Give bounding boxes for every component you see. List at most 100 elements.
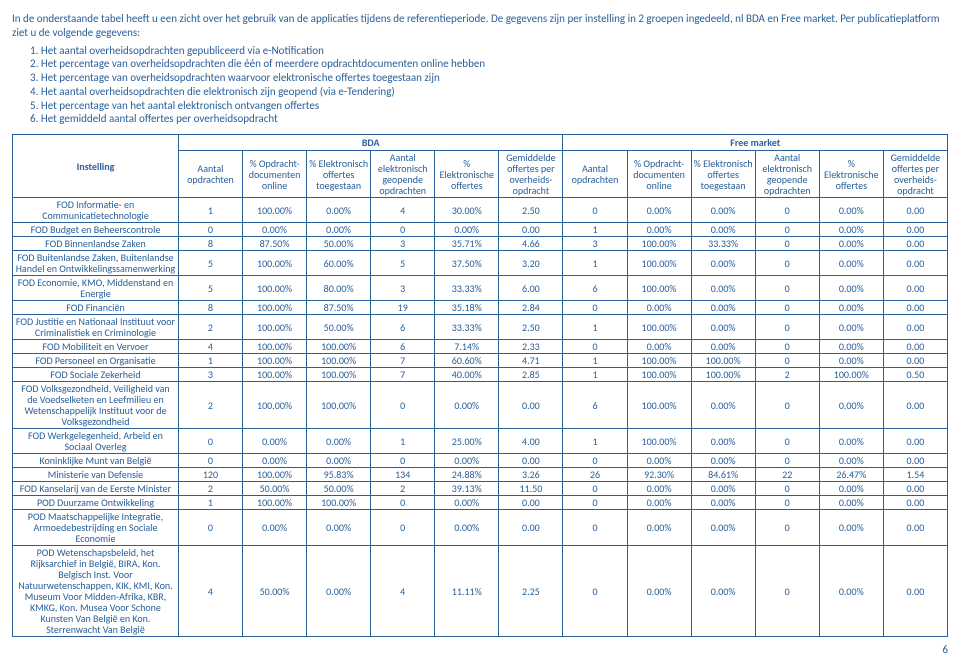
cell-value: 100.00% — [627, 368, 691, 382]
cell-value: 2 — [178, 482, 242, 496]
cell-value: 0.00 — [883, 510, 947, 546]
table-row: FOD Volksgezondheid, Veiligheid van de V… — [13, 382, 948, 429]
cell-value: 100.00% — [627, 251, 691, 276]
table-row: POD Maatschappelijke Integratie, Armoede… — [13, 510, 948, 546]
cell-instelling: Ministerie van Defensie — [13, 468, 179, 482]
cell-value: 33.33% — [435, 315, 499, 340]
cell-value: 50.00% — [307, 315, 371, 340]
cell-value: 2.33 — [499, 340, 563, 354]
cell-value: 0 — [178, 429, 242, 454]
metrics-list-item: 3. Het percentage van overheidsopdrachte… — [30, 71, 948, 85]
cell-value: 0.00% — [819, 454, 883, 468]
cell-value: 5 — [371, 251, 435, 276]
cell-value: 0.00 — [883, 223, 947, 237]
column-header: % Elektronisch offertes toegestaan — [691, 151, 755, 198]
cell-value: 0.00 — [499, 454, 563, 468]
table-row: POD Duurzame Ontwikkeling1100.00%100.00%… — [13, 496, 948, 510]
cell-value: 84.61% — [691, 468, 755, 482]
cell-instelling: POD Wetenschapsbeleid, het Rijksarchief … — [13, 546, 179, 637]
cell-value: 0.00% — [691, 301, 755, 315]
cell-value: 0.00% — [435, 223, 499, 237]
cell-value: 100.00% — [243, 198, 307, 223]
cell-value: 80.00% — [307, 276, 371, 301]
cell-value: 2 — [178, 382, 242, 429]
cell-instelling: FOD Personeel en Organisatie — [13, 354, 179, 368]
cell-value: 0.00% — [819, 546, 883, 637]
cell-instelling: FOD Kanselarij van de Eerste Minister — [13, 482, 179, 496]
cell-value: 33.33% — [691, 237, 755, 251]
cell-value: 100.00% — [243, 276, 307, 301]
cell-value: 120 — [178, 468, 242, 482]
cell-value: 2.25 — [499, 546, 563, 637]
cell-value: 1 — [178, 354, 242, 368]
cell-value: 4.66 — [499, 237, 563, 251]
cell-value: 0.00 — [883, 482, 947, 496]
cell-value: 50.00% — [307, 237, 371, 251]
column-header: % Opdracht-documenten online — [243, 151, 307, 198]
table-row: FOD Buitenlandse Zaken, Buitenlandse Han… — [13, 251, 948, 276]
header-free: Free market — [563, 135, 948, 151]
cell-value: 1 — [563, 429, 627, 454]
cell-value: 0 — [563, 198, 627, 223]
cell-value: 100.00% — [307, 496, 371, 510]
cell-value: 4 — [371, 546, 435, 637]
header-bda: BDA — [178, 135, 563, 151]
cell-value: 0.00% — [691, 482, 755, 496]
cell-value: 19 — [371, 301, 435, 315]
cell-value: 0.00% — [819, 301, 883, 315]
cell-value: 3 — [371, 237, 435, 251]
table-row: FOD Binnenlandse Zaken887.50%50.00%335.7… — [13, 237, 948, 251]
cell-value: 2.84 — [499, 301, 563, 315]
cell-value: 6 — [563, 276, 627, 301]
cell-value: 8 — [178, 237, 242, 251]
cell-value: 100.00% — [243, 368, 307, 382]
cell-value: 0.00% — [627, 340, 691, 354]
cell-value: 92.30% — [627, 468, 691, 482]
metrics-list: 1. Het aantal overheidsopdrachten gepubl… — [12, 44, 948, 127]
table-row: Ministerie van Defensie120100.00%95.83%1… — [13, 468, 948, 482]
cell-value: 0.00 — [883, 496, 947, 510]
cell-instelling: FOD Volksgezondheid, Veiligheid van de V… — [13, 382, 179, 429]
cell-value: 100.00% — [243, 301, 307, 315]
cell-value: 100.00% — [307, 340, 371, 354]
cell-value: 100.00% — [627, 276, 691, 301]
column-header: % Elektronisch offertes toegestaan — [307, 151, 371, 198]
cell-value: 11.50 — [499, 482, 563, 496]
cell-value: 50.00% — [243, 546, 307, 637]
table-row: FOD Informatie- en Communicatietechnolog… — [13, 198, 948, 223]
cell-value: 0.00% — [819, 251, 883, 276]
cell-value: 87.50% — [243, 237, 307, 251]
cell-value: 100.00% — [627, 354, 691, 368]
cell-instelling: FOD Justitie en Nationaal Instituut voor… — [13, 315, 179, 340]
cell-value: 0 — [563, 454, 627, 468]
cell-value: 100.00% — [627, 429, 691, 454]
cell-value: 0.00% — [691, 340, 755, 354]
table-row: FOD Kanselarij van de Eerste Minister250… — [13, 482, 948, 496]
cell-value: 0.00% — [435, 454, 499, 468]
cell-instelling: FOD Sociale Zekerheid — [13, 368, 179, 382]
cell-value: 0.00 — [883, 301, 947, 315]
cell-value: 2 — [371, 482, 435, 496]
cell-value: 1 — [563, 251, 627, 276]
cell-value: 0 — [755, 276, 819, 301]
cell-value: 0.00% — [691, 496, 755, 510]
cell-value: 0.00 — [883, 276, 947, 301]
cell-value: 100.00% — [243, 468, 307, 482]
cell-value: 0.00 — [883, 198, 947, 223]
cell-value: 2.85 — [499, 368, 563, 382]
cell-value: 0.00% — [627, 482, 691, 496]
cell-value: 0.00% — [307, 510, 371, 546]
cell-value: 2 — [755, 368, 819, 382]
cell-value: 0.00% — [819, 382, 883, 429]
table-row: FOD Budget en Beheerscontrole00.00%0.00%… — [13, 223, 948, 237]
cell-value: 0 — [563, 496, 627, 510]
cell-value: 1 — [563, 223, 627, 237]
cell-value: 37.50% — [435, 251, 499, 276]
cell-value: 3 — [563, 237, 627, 251]
cell-value: 33.33% — [435, 276, 499, 301]
cell-value: 100.00% — [819, 368, 883, 382]
intro-text: In de onderstaande tabel heeft u een zic… — [12, 12, 948, 40]
cell-value: 39.13% — [435, 482, 499, 496]
cell-value: 0.00% — [307, 429, 371, 454]
cell-value: 2 — [178, 315, 242, 340]
